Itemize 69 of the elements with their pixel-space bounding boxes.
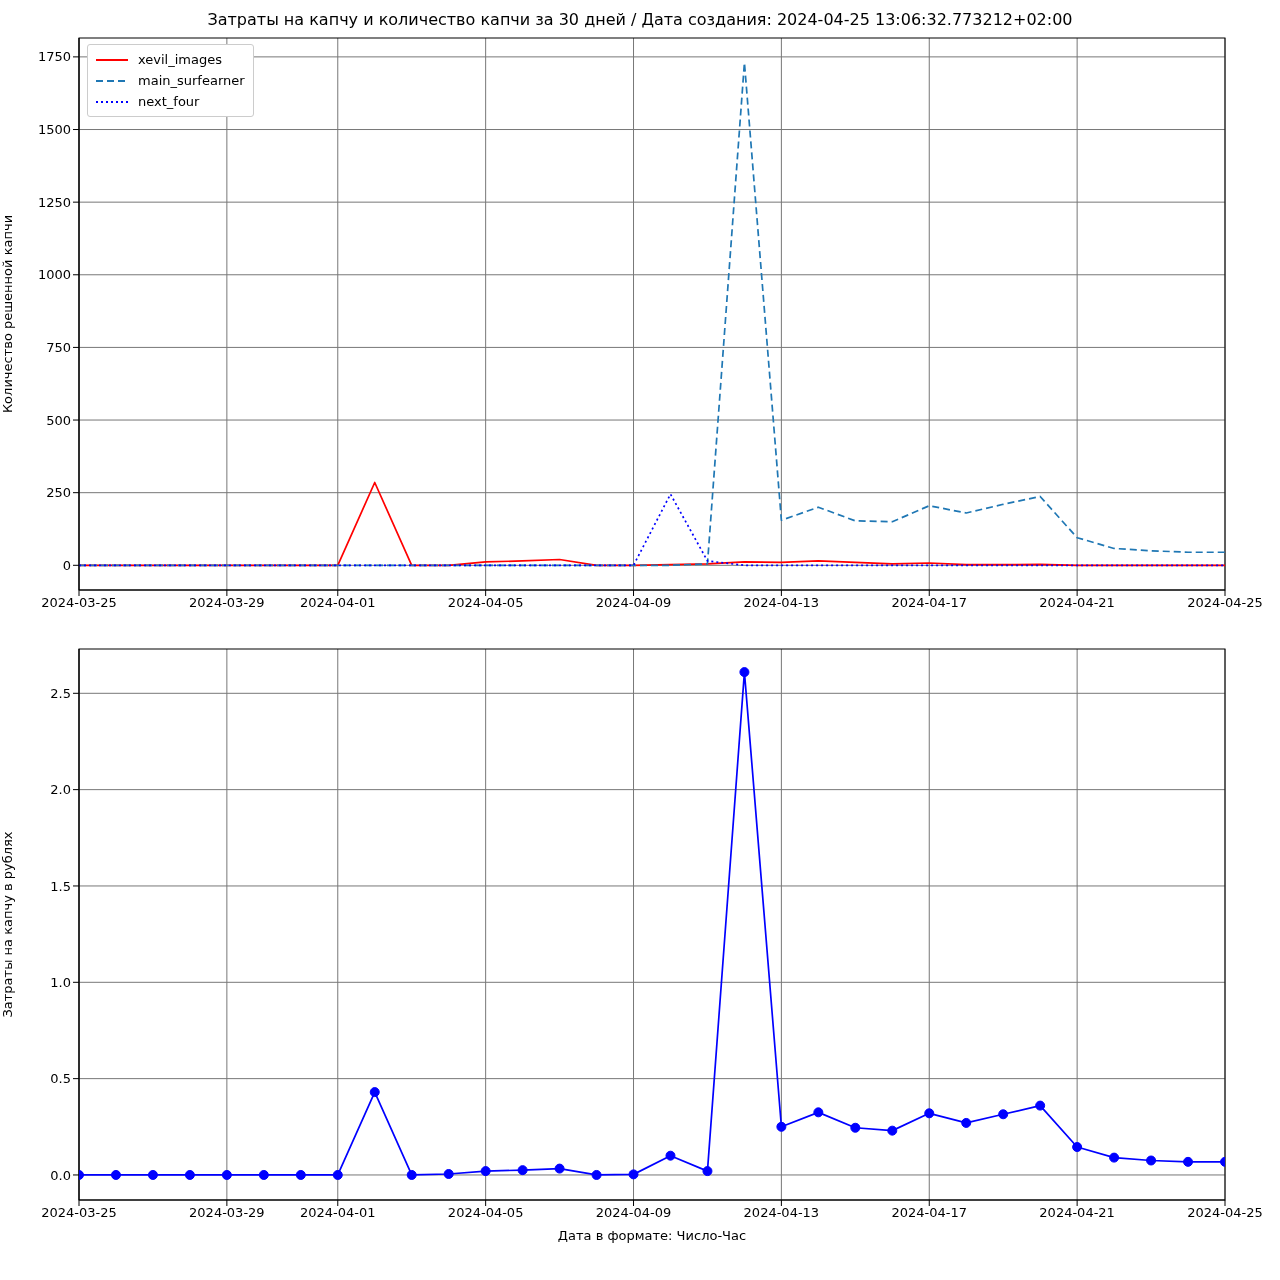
y-tick-label: 2.0 <box>50 782 71 798</box>
point <box>591 1169 602 1180</box>
x-tick-label: 2024-04-09 <box>595 595 672 611</box>
x-tick-label: 2024-04-13 <box>743 1205 820 1221</box>
x-tick-label: 2024-04-09 <box>595 1205 672 1221</box>
legend-label: main_surfearner <box>138 73 245 88</box>
y-tick-label: 0 <box>62 557 71 573</box>
point <box>1183 1156 1194 1167</box>
point <box>147 1169 158 1180</box>
x-tick-label: 2024-04-21 <box>1039 595 1115 611</box>
point <box>1035 1100 1046 1111</box>
point <box>221 1169 232 1180</box>
point <box>813 1107 824 1118</box>
x-tick-label: 2024-03-25 <box>41 595 117 611</box>
point <box>998 1109 1009 1120</box>
point <box>1146 1155 1157 1166</box>
x-tick-label: 2024-03-29 <box>189 595 265 611</box>
y-tick-label: 1.0 <box>50 974 71 990</box>
point <box>110 1169 121 1180</box>
point <box>1072 1142 1083 1153</box>
x-tick-label: 2024-04-05 <box>447 595 524 611</box>
point <box>295 1169 306 1180</box>
x-tick-label: 2024-04-21 <box>1039 1205 1115 1221</box>
point <box>850 1122 861 1133</box>
x-tick-label: 2024-04-01 <box>299 595 376 611</box>
point <box>554 1163 565 1174</box>
point <box>184 1169 195 1180</box>
point <box>776 1121 787 1132</box>
point <box>517 1165 528 1176</box>
y-axis-title: Затраты на капчу в рублях <box>0 831 15 1018</box>
x-tick-label: 2024-04-17 <box>891 1205 968 1221</box>
y-tick-label: 2.5 <box>50 685 71 701</box>
point <box>332 1169 343 1180</box>
y-tick-label: 250 <box>46 485 71 501</box>
y-tick-label: 1250 <box>37 194 71 210</box>
point <box>443 1168 454 1179</box>
point <box>961 1117 972 1128</box>
y-tick-label: 1000 <box>37 267 71 283</box>
point <box>739 667 750 678</box>
point <box>702 1166 713 1177</box>
x-tick-label: 2024-04-13 <box>743 595 820 611</box>
point <box>628 1169 639 1180</box>
point <box>665 1150 676 1161</box>
y-tick-label: 750 <box>46 340 71 356</box>
x-tick-label: 2024-04-17 <box>891 595 968 611</box>
y-tick-label: 0.0 <box>50 1167 71 1183</box>
point <box>258 1169 269 1180</box>
x-tick-label: 2024-04-25 <box>1187 1205 1263 1221</box>
legend-label: xevil_images <box>138 52 222 67</box>
legend-label: next_four <box>138 94 200 109</box>
point <box>480 1166 491 1177</box>
y-axis-title: Количество решенной капчи <box>0 214 15 414</box>
point <box>1109 1152 1120 1163</box>
x-tick-label: 2024-04-25 <box>1187 595 1263 611</box>
x-tick-label: 2024-03-29 <box>189 1205 265 1221</box>
point <box>887 1125 898 1136</box>
y-tick-label: 1.5 <box>50 878 71 894</box>
x-tick-label: 2024-04-05 <box>447 1205 524 1221</box>
x-tick-label: 2024-04-01 <box>299 1205 376 1221</box>
point <box>369 1087 380 1098</box>
y-tick-label: 500 <box>46 412 71 428</box>
x-axis-title: Дата в формате: Число-Час <box>557 1228 747 1243</box>
point <box>406 1169 417 1180</box>
y-tick-label: 1500 <box>37 122 71 138</box>
x-tick-label: 2024-03-25 <box>41 1205 117 1221</box>
chart-title: Затраты на капчу и количество капчи за 30 дней / Дата создания: 2024-04-25 13:06:32.773212+02:00 <box>206 10 1074 29</box>
y-tick-label: 0.5 <box>50 1071 71 1087</box>
y-tick-label: 1750 <box>37 49 71 65</box>
point <box>924 1108 935 1119</box>
